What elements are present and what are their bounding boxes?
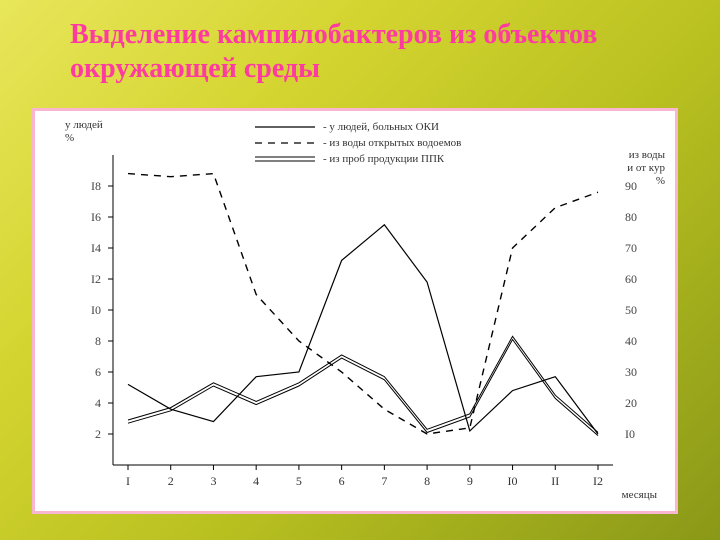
svg-text:6: 6 — [339, 474, 345, 488]
svg-text:3: 3 — [210, 474, 216, 488]
legend: - у людей, больных ОКИ - из воды открыты… — [255, 119, 461, 167]
y-right-line3: % — [656, 175, 665, 187]
y-left-line1: у людей — [65, 119, 103, 131]
svg-text:I6: I6 — [91, 210, 101, 224]
svg-text:60: 60 — [625, 272, 637, 286]
legend-swatch-solid-icon — [255, 119, 315, 135]
svg-text:I: I — [126, 474, 130, 488]
svg-text:I0: I0 — [91, 303, 101, 317]
svg-text:I0: I0 — [625, 427, 635, 441]
svg-text:I0: I0 — [508, 474, 518, 488]
svg-text:2: 2 — [95, 427, 101, 441]
svg-text:I8: I8 — [91, 179, 101, 193]
svg-text:6: 6 — [95, 365, 101, 379]
svg-text:20: 20 — [625, 396, 637, 410]
svg-text:5: 5 — [296, 474, 302, 488]
svg-text:9: 9 — [467, 474, 473, 488]
svg-text:2: 2 — [168, 474, 174, 488]
svg-text:80: 80 — [625, 210, 637, 224]
svg-text:50: 50 — [625, 303, 637, 317]
svg-text:II: II — [551, 474, 559, 488]
y-axis-right-label: из воды и от кур % — [627, 149, 665, 189]
svg-text:4: 4 — [95, 396, 101, 410]
svg-text:8: 8 — [95, 334, 101, 348]
legend-item-ppk: - из проб продукции ППК — [255, 151, 461, 167]
legend-swatch-dashed-icon — [255, 135, 315, 151]
slide-title: Выделение кампилобактеров из объектов ок… — [70, 18, 660, 85]
legend-item-people: - у людей, больных ОКИ — [255, 119, 461, 135]
svg-text:40: 40 — [625, 334, 637, 348]
legend-item-water: - из воды открытых водоемов — [255, 135, 461, 151]
slide: Выделение кампилобактеров из объектов ок… — [0, 0, 720, 540]
y-left-line2: % — [65, 132, 74, 144]
legend-swatch-double-icon — [255, 151, 315, 167]
svg-text:70: 70 — [625, 241, 637, 255]
legend-label-1: - из воды открытых водоемов — [323, 137, 461, 149]
chart-plot: I23456789I0III22468I0I2I4I6I8I0203040506… — [35, 111, 675, 511]
svg-text:30: 30 — [625, 365, 637, 379]
legend-label-2: - из проб продукции ППК — [323, 153, 444, 165]
svg-text:I4: I4 — [91, 241, 101, 255]
x-axis-label: месяцы — [622, 489, 657, 501]
y-axis-left-label: у людей % — [65, 119, 103, 145]
y-right-line1: из воды — [629, 149, 665, 161]
svg-text:I2: I2 — [593, 474, 603, 488]
legend-label-0: - у людей, больных ОКИ — [323, 121, 439, 133]
svg-text:7: 7 — [381, 474, 387, 488]
svg-text:8: 8 — [424, 474, 430, 488]
y-right-line2: и от кур — [627, 162, 665, 174]
chart-container: у людей % из воды и от кур % месяцы - у … — [32, 108, 678, 514]
svg-text:I2: I2 — [91, 272, 101, 286]
svg-text:4: 4 — [253, 474, 259, 488]
